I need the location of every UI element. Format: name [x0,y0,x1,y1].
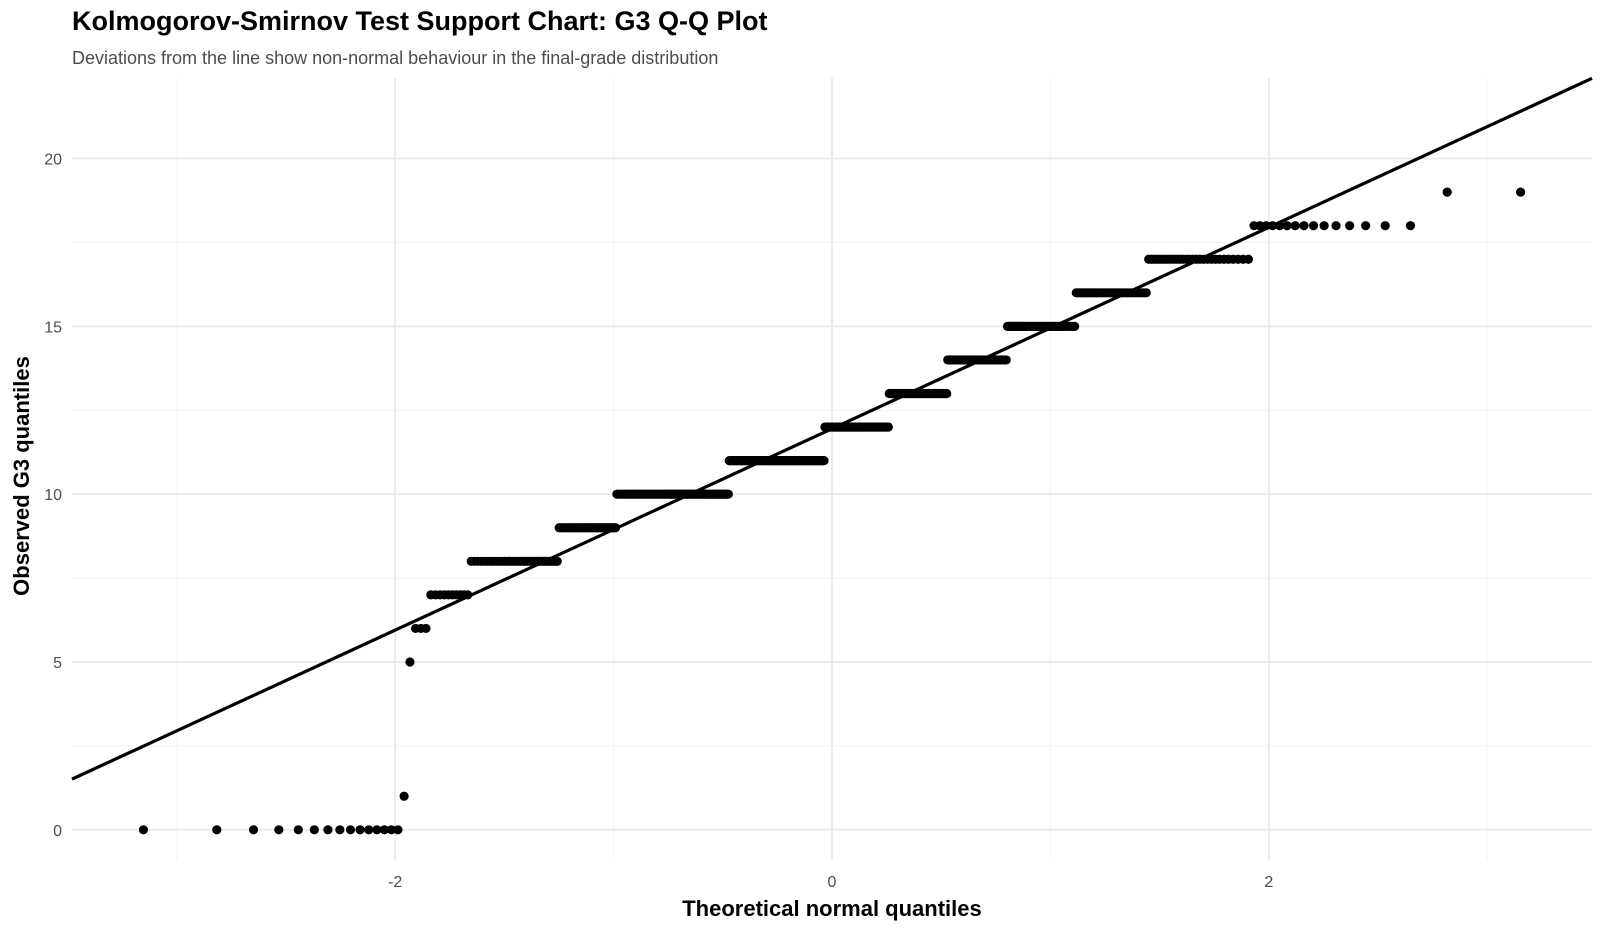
y-axis-title: Observed G3 quantiles [9,356,34,596]
qq-point [942,388,952,399]
qq-point [1442,187,1452,197]
qq-point [274,825,284,835]
qq-point [1405,221,1416,231]
y-tick-label: 15 [44,319,62,336]
qq-point [1299,221,1309,231]
y-tick-label: 0 [53,823,62,840]
qq-point [421,623,431,634]
qq-point [1282,221,1292,231]
qq-point [372,825,382,835]
qq-point [610,523,621,533]
chart-title: Kolmogorov-Smirnov Test Support Chart: G… [72,6,768,36]
qq-point [393,825,403,835]
data-points [138,187,1526,835]
grid-lines [72,78,1592,860]
qq-point [723,489,733,499]
qq-point [335,825,345,835]
qq-point [345,825,356,835]
qq-point [364,825,374,835]
qq-point [463,590,473,600]
qq-point [399,791,409,801]
qq-point [1361,221,1371,231]
qq-point [1308,221,1319,231]
qq-point [1319,221,1329,231]
qq-point [1345,221,1355,231]
x-tick-label: 0 [828,874,837,891]
qq-point [1001,355,1011,365]
qq-point [405,657,415,667]
qq-point [1268,221,1278,231]
qq-point [819,456,829,466]
qq-point [212,825,222,835]
qq-point [1275,221,1285,231]
qq-point [883,422,893,432]
qq-point [386,825,396,835]
qq-point [1516,187,1526,197]
x-tick-label: -2 [388,874,402,891]
qq-point [379,825,389,835]
y-tick-label: 20 [44,152,62,169]
y-tick-label: 10 [44,487,62,504]
qq-point [1070,321,1080,331]
qq-point [1261,221,1271,231]
qq-point [293,825,303,835]
y-tick-label: 5 [53,655,62,672]
qq-point [323,825,333,835]
chart-subtitle: Deviations from the line show non-normal… [72,48,719,68]
x-axis-title: Theoretical normal quantiles [682,896,982,921]
x-tick-label: 2 [1264,874,1273,891]
qq-point [1243,254,1254,264]
qq-point [309,825,319,835]
qq-point [138,825,148,835]
qq-point [1141,288,1151,298]
qq-point [1380,221,1390,231]
qq-point [248,825,259,835]
qq-point [355,825,365,835]
qq-point [1290,221,1300,231]
qq-point [552,556,562,566]
qq-point [1331,221,1341,231]
